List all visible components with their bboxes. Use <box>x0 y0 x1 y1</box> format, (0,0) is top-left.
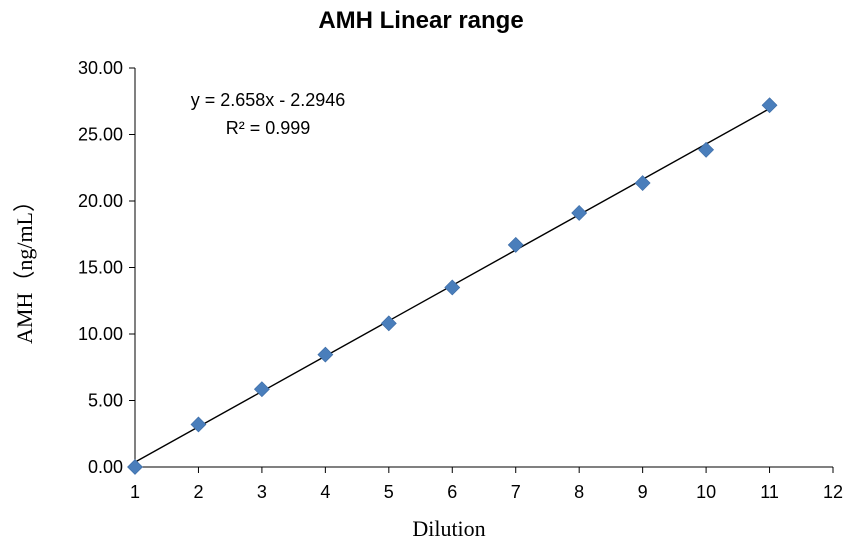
x-tick-label: 12 <box>823 482 843 502</box>
data-point <box>380 315 397 332</box>
data-point <box>761 97 778 114</box>
data-point <box>571 205 588 221</box>
chart-title: AMH Linear range <box>318 7 523 34</box>
y-tick-label: 15.00 <box>78 258 123 278</box>
x-tick-label: 10 <box>696 482 716 502</box>
x-tick-label: 9 <box>638 482 648 502</box>
x-axis-title: Dilution <box>412 516 485 541</box>
y-tick-label: 10.00 <box>78 324 123 344</box>
x-tick-label: 8 <box>574 482 584 502</box>
points-layer <box>127 97 778 475</box>
y-ticks: 0.00 5.00 10.00 15.00 20.00 25.00 30.00 <box>78 58 135 477</box>
y-tick-label: 0.00 <box>88 457 123 477</box>
data-point <box>127 459 143 475</box>
x-tick-label: 6 <box>447 482 457 502</box>
x-tick-label: 11 <box>760 482 779 502</box>
data-point <box>444 279 461 296</box>
x-tick-label: 1 <box>130 482 140 502</box>
data-point <box>190 416 207 433</box>
y-tick-label: 30.00 <box>78 58 123 78</box>
data-point <box>698 141 715 158</box>
x-tick-label: 5 <box>384 482 394 502</box>
data-point <box>253 381 270 398</box>
data-point <box>634 175 651 191</box>
x-ticks: 1 2 3 4 5 6 7 8 9 10 11 12 <box>130 467 843 502</box>
data-point <box>317 346 334 363</box>
x-tick-label: 7 <box>511 482 521 502</box>
x-tick-label: 4 <box>320 482 330 502</box>
y-tick-label: 20.00 <box>78 191 123 211</box>
y-tick-label: 5.00 <box>88 391 123 411</box>
x-tick-label: 2 <box>193 482 203 502</box>
trendline-equation: y = 2.658x - 2.2946 <box>191 90 346 110</box>
x-tick-label: 3 <box>257 482 267 502</box>
y-tick-label: 25.00 <box>78 125 123 145</box>
y-axis-title: AMH（ng/mL） <box>12 190 37 344</box>
r-squared-label: R² = 0.999 <box>226 118 311 138</box>
data-point <box>507 236 524 253</box>
